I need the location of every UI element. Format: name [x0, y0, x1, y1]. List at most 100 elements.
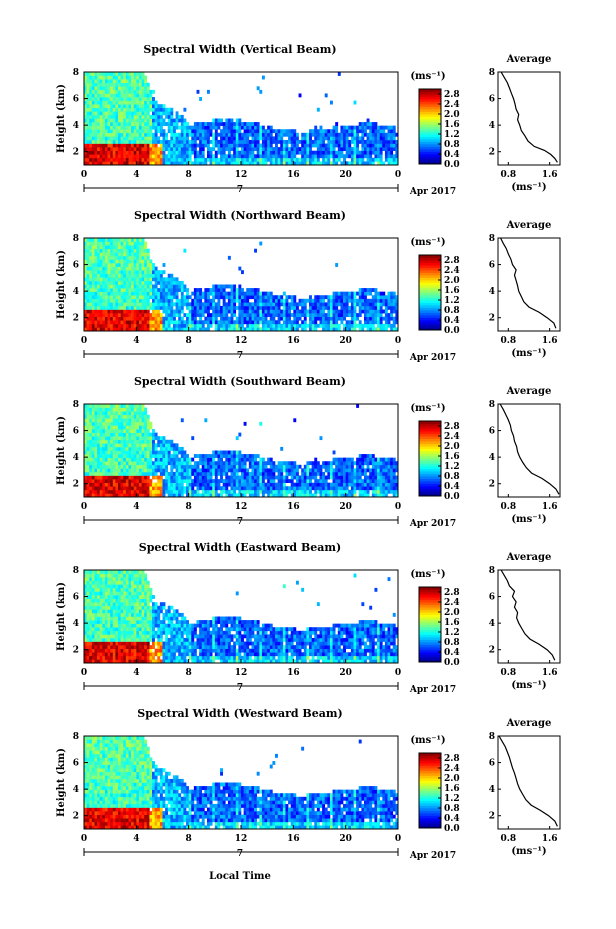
heatmap-cell [102, 436, 106, 441]
heatmap-cell [104, 323, 108, 328]
heatmap-cell [110, 97, 114, 101]
heatmap-cell [131, 489, 135, 494]
heatmap-cell [235, 122, 239, 126]
heatmap-cell [162, 139, 166, 144]
heatmap-cell [99, 407, 103, 412]
heatmap-cell [217, 486, 221, 491]
heatmap-cell [199, 309, 203, 314]
heatmap-cell [280, 493, 284, 498]
heatmap-cell [175, 305, 179, 310]
heatmap-cell [128, 125, 132, 130]
heatmap-cell [146, 288, 150, 292]
heatmap-cell [123, 118, 127, 123]
heatmap-cell [206, 154, 210, 159]
heatmap-cell [353, 309, 357, 314]
heatmap-cell [332, 161, 336, 166]
heatmap-cell [246, 122, 250, 126]
heatmap-cell [104, 111, 108, 116]
heatmap-cell [335, 295, 339, 300]
heatmap-cell [337, 143, 341, 148]
heatmap-cell [193, 461, 197, 466]
heatmap-cell [188, 129, 192, 134]
heatmap-cell [280, 486, 284, 491]
heatmap-cell [267, 309, 271, 314]
heatmap-cell [146, 443, 150, 448]
heatmap-cell [324, 143, 328, 148]
heatmap-cell [285, 493, 289, 498]
heatmap-cell [311, 461, 315, 466]
heatmap-cell [220, 118, 223, 123]
heatmap-cell [112, 475, 116, 480]
heatmap-cell [94, 143, 98, 148]
heatmap-cell [118, 161, 121, 166]
heatmap-cell [123, 457, 127, 462]
heatmap-cell [201, 125, 205, 130]
heatmap-cell [193, 122, 197, 126]
heatmap-cell [238, 266, 242, 271]
heatmap-cell [128, 320, 132, 325]
heatmap-cell [104, 284, 108, 289]
heatmap-cell [131, 421, 135, 426]
heatmap-cell [259, 486, 263, 491]
heatmap-cell [277, 295, 281, 300]
heatmap-cell [110, 129, 114, 134]
heatmap-cell [384, 157, 388, 162]
heatmap-cell [356, 143, 360, 148]
heatmap-cell [91, 125, 95, 130]
heatmap-cell [133, 418, 137, 423]
heatmap-cell [350, 320, 354, 325]
heatmap-cell [314, 489, 318, 494]
heatmap-cell [112, 139, 116, 144]
heatmap-cell [102, 107, 106, 112]
heatmap-cell [371, 316, 375, 321]
heatmap-cell [149, 450, 153, 455]
heatmap-cell [193, 482, 197, 487]
heatmap-cell [97, 97, 100, 101]
heatmap-cell [301, 139, 305, 144]
heatmap-cell [256, 122, 260, 126]
heatmap-cell [94, 418, 98, 423]
heatmap-cell [188, 461, 192, 466]
heatmap-cell [345, 161, 349, 166]
heatmap-cell [157, 302, 161, 307]
heatmap-cell [120, 439, 124, 444]
heatmap-cell [348, 320, 352, 325]
heatmap-cell [141, 82, 145, 87]
colorbar-segment [419, 89, 441, 92]
heatmap-cell [102, 486, 106, 491]
heatmap-cell [167, 273, 171, 278]
heatmap-cell [178, 446, 182, 451]
heatmap-cell [107, 284, 111, 289]
heatmap-cell [285, 309, 289, 314]
heatmap-cell [261, 486, 265, 491]
heatmap-cell [256, 313, 260, 317]
heatmap-cell [102, 100, 106, 105]
heatmap-cell [120, 259, 124, 264]
heatmap-cell [235, 139, 239, 144]
heatmap-cell [280, 161, 284, 166]
heatmap-cell [91, 100, 95, 105]
heatmap-cell [220, 471, 223, 476]
heatmap-cell [133, 252, 137, 257]
heatmap-cell [107, 288, 111, 292]
heatmap-cell [102, 404, 106, 408]
heatmap-cell [209, 316, 213, 321]
heatmap-cell [369, 132, 373, 137]
heatmap-cell [120, 147, 124, 151]
heatmap-cell [319, 302, 323, 307]
heatmap-cell [110, 277, 114, 282]
heatmap-cell [295, 471, 299, 476]
heatmap-cell [259, 125, 263, 130]
heatmap-cell [259, 479, 263, 483]
heatmap-cell [112, 238, 116, 242]
heatmap-cell [115, 259, 119, 264]
heatmap-cell [110, 305, 114, 310]
heatmap-cell [136, 263, 140, 267]
heatmap-cell [144, 111, 148, 116]
heatmap-cell [303, 320, 307, 325]
heatmap-cell [295, 468, 299, 473]
heatmap-cell [162, 454, 166, 458]
heatmap-cell [94, 471, 98, 476]
heatmap-cell [230, 125, 234, 130]
heatmap-cell [332, 327, 336, 332]
